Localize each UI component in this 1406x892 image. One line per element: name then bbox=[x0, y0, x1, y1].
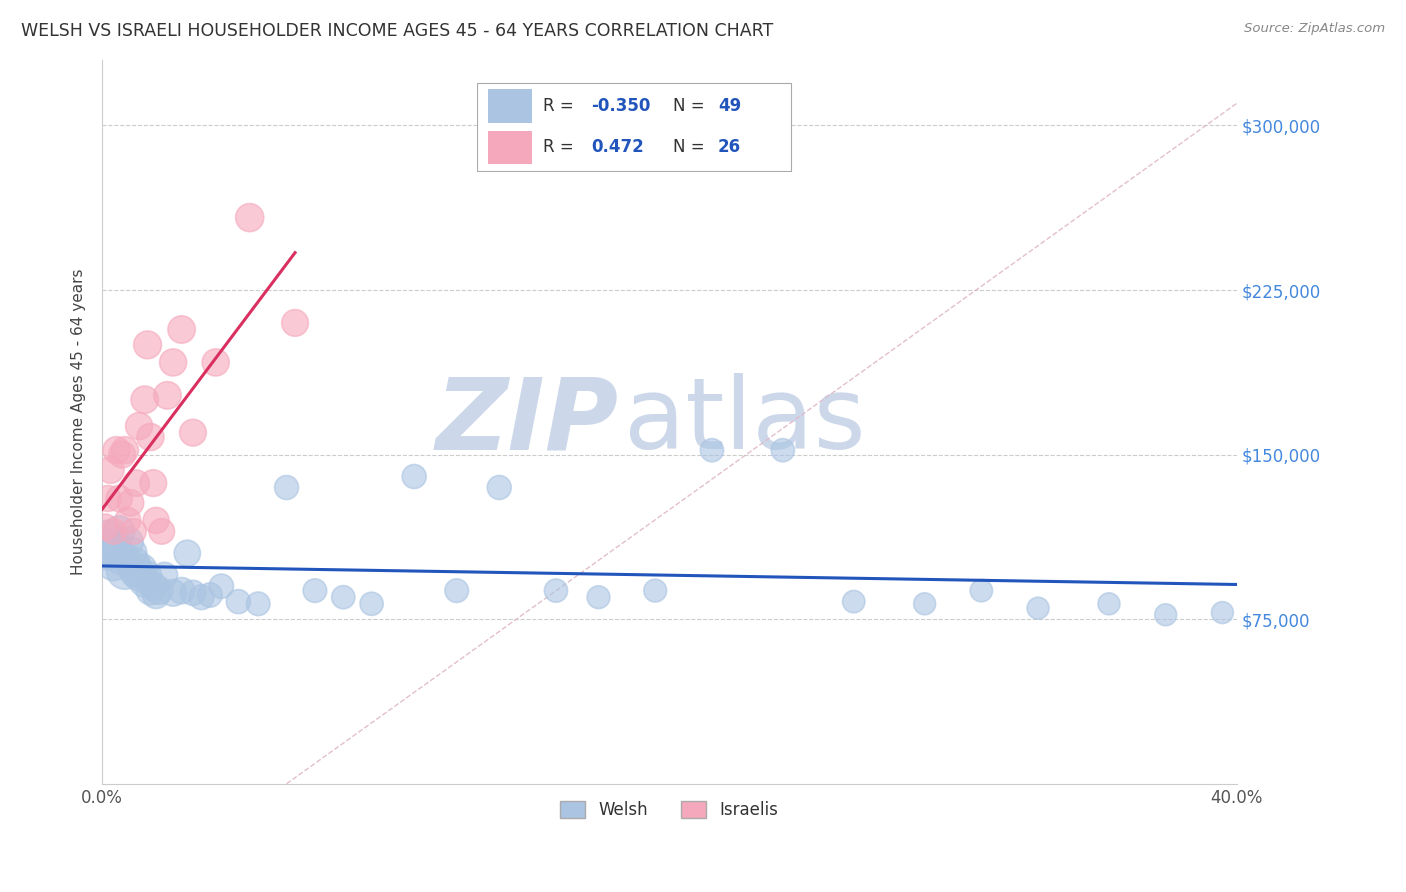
Point bbox=[122, 558, 145, 572]
Point bbox=[111, 550, 134, 565]
Point bbox=[446, 583, 468, 598]
Point bbox=[114, 564, 136, 578]
Point bbox=[120, 496, 142, 510]
Point bbox=[139, 583, 162, 598]
Point bbox=[105, 443, 128, 458]
Point bbox=[114, 443, 136, 458]
Point bbox=[1211, 606, 1233, 620]
Point bbox=[360, 597, 382, 611]
Point bbox=[120, 546, 142, 560]
Point bbox=[304, 583, 326, 598]
Point bbox=[181, 425, 204, 440]
Text: ZIP: ZIP bbox=[436, 373, 619, 470]
Point bbox=[117, 513, 139, 527]
Point bbox=[239, 211, 262, 225]
Point bbox=[145, 513, 167, 527]
Point bbox=[404, 469, 426, 483]
Point bbox=[198, 588, 221, 602]
Point bbox=[170, 583, 193, 598]
Point bbox=[914, 597, 936, 611]
Point bbox=[100, 546, 122, 560]
Point bbox=[153, 568, 176, 582]
Point bbox=[190, 591, 212, 605]
Point bbox=[284, 316, 307, 330]
Point bbox=[488, 481, 510, 495]
Point bbox=[97, 531, 120, 545]
Point bbox=[128, 419, 150, 434]
Legend: Welsh, Israelis: Welsh, Israelis bbox=[554, 795, 786, 826]
Point bbox=[117, 535, 139, 549]
Point bbox=[162, 586, 184, 600]
Point bbox=[181, 586, 204, 600]
Point bbox=[105, 540, 128, 554]
Point bbox=[136, 338, 159, 352]
Point bbox=[131, 562, 153, 576]
Point bbox=[103, 524, 125, 539]
Point bbox=[276, 481, 298, 495]
Point bbox=[176, 546, 198, 560]
Point bbox=[332, 591, 354, 605]
Point bbox=[700, 443, 723, 458]
Point bbox=[128, 568, 150, 582]
Point bbox=[139, 430, 162, 444]
Point bbox=[136, 568, 159, 582]
Point bbox=[204, 355, 226, 369]
Point bbox=[142, 579, 165, 593]
Point bbox=[772, 443, 794, 458]
Point bbox=[97, 491, 120, 506]
Point bbox=[100, 463, 122, 477]
Point bbox=[156, 388, 179, 402]
Point bbox=[1026, 601, 1049, 615]
Point bbox=[148, 583, 170, 598]
Point bbox=[842, 594, 865, 608]
Point bbox=[209, 579, 232, 593]
Point bbox=[134, 392, 156, 407]
Point bbox=[644, 583, 666, 598]
Point bbox=[108, 524, 131, 539]
Point bbox=[94, 541, 117, 556]
Point bbox=[145, 588, 167, 602]
Point bbox=[1098, 597, 1121, 611]
Point bbox=[228, 594, 250, 608]
Point bbox=[588, 591, 610, 605]
Point bbox=[122, 524, 145, 539]
Text: Source: ZipAtlas.com: Source: ZipAtlas.com bbox=[1244, 22, 1385, 36]
Point bbox=[170, 322, 193, 336]
Text: atlas: atlas bbox=[624, 373, 866, 470]
Point bbox=[544, 583, 567, 598]
Point bbox=[111, 448, 134, 462]
Point bbox=[162, 355, 184, 369]
Point bbox=[103, 558, 125, 572]
Point bbox=[1154, 607, 1177, 622]
Point bbox=[125, 476, 148, 491]
Point bbox=[970, 583, 993, 598]
Point bbox=[125, 564, 148, 578]
Point bbox=[134, 574, 156, 589]
Text: WELSH VS ISRAELI HOUSEHOLDER INCOME AGES 45 - 64 YEARS CORRELATION CHART: WELSH VS ISRAELI HOUSEHOLDER INCOME AGES… bbox=[21, 22, 773, 40]
Point bbox=[142, 476, 165, 491]
Point bbox=[247, 597, 270, 611]
Point bbox=[108, 491, 131, 506]
Point bbox=[94, 520, 117, 534]
Y-axis label: Householder Income Ages 45 - 64 years: Householder Income Ages 45 - 64 years bbox=[72, 268, 86, 575]
Point bbox=[150, 524, 173, 539]
